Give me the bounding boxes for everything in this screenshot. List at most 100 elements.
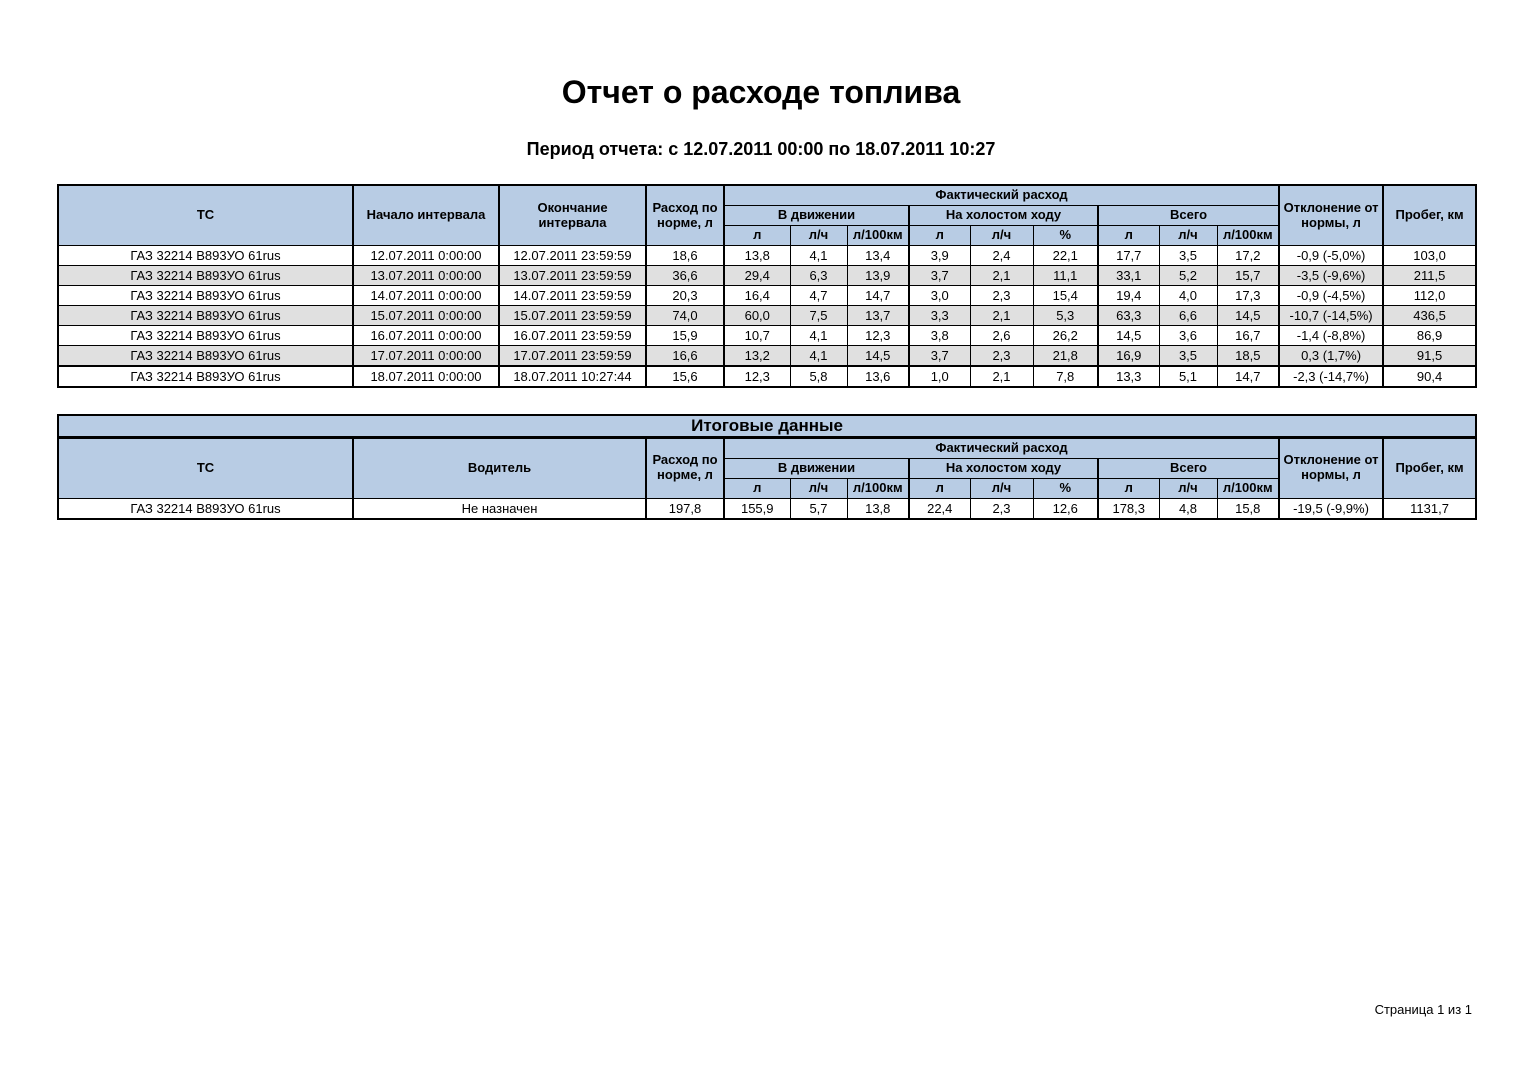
cell: 7,8 — [1032, 365, 1099, 388]
cell: 2,3 — [969, 497, 1034, 520]
table-row: ГАЗ 32214 В893УО 61rus 18.07.2011 0:00:00… — [57, 365, 1477, 388]
cell: -2,3 (-14,7%) — [1278, 365, 1384, 388]
cell: 0,3 (1,7%) — [1278, 345, 1384, 367]
cell: 2,6 — [969, 325, 1034, 346]
cell: 3,7 — [908, 265, 971, 286]
cell: 12.07.2011 23:59:59 — [498, 245, 647, 266]
cell: 2,4 — [969, 245, 1034, 266]
cell: 5,3 — [1032, 305, 1099, 326]
cell: 13.07.2011 23:59:59 — [498, 265, 647, 286]
cell: 33,1 — [1097, 265, 1160, 286]
cell: 13,8 — [723, 245, 791, 266]
cell: 5,7 — [789, 497, 848, 520]
cell: 13,4 — [846, 245, 910, 266]
cell: 20,3 — [645, 285, 725, 306]
cell: 7,5 — [789, 305, 848, 326]
header-row-units: л л/ч л/100км л л/ч % л л/ч л/100км — [58, 225, 1476, 246]
cell: 16,9 — [1097, 345, 1160, 367]
cell: 3,5 — [1158, 245, 1218, 266]
cell: 17.07.2011 23:59:59 — [498, 345, 647, 367]
col-header-total-l100km: л/100км — [1216, 477, 1280, 499]
summary-title: Итоговые данные — [57, 414, 1477, 439]
cell: 197,8 — [645, 497, 725, 520]
cell: 3,7 — [908, 345, 971, 367]
cell: 4,7 — [789, 285, 848, 306]
cell: 2,1 — [969, 305, 1034, 326]
cell: 12,6 — [1032, 497, 1099, 520]
col-header-interval-start: Начало интервала — [352, 184, 500, 246]
header-row-groups: ТС Начало интервала Окончание интервала … — [57, 184, 1477, 246]
cell: 86,9 — [1382, 325, 1477, 346]
col-header-norm-consumption: Расход по норме, л — [645, 436, 725, 499]
col-header-idle-l: л — [908, 477, 971, 499]
summary-table: Итоговые данные ТС Водитель Расход по но… — [57, 414, 1478, 520]
cell: 18.07.2011 10:27:44 — [498, 365, 647, 388]
col-header-moving-l100km: л/100км — [846, 477, 910, 499]
cell: 3,6 — [1158, 325, 1218, 346]
table-row: ГАЗ 32214 В893УО 61rus 15.07.2011 0:00:00… — [57, 305, 1477, 326]
col-header-total-lh: л/ч — [1158, 225, 1218, 246]
cell: 178,3 — [1097, 497, 1160, 520]
col-header-mileage: Пробег, км — [1381, 436, 1477, 499]
cell: 13,8 — [846, 497, 910, 520]
col-header-idle: На холостом ходу — [908, 205, 1099, 226]
cell: 74,0 — [645, 305, 725, 326]
cell: ГАЗ 32214 В893УО 61rus — [57, 245, 354, 266]
cell: 16,4 — [723, 285, 791, 306]
table-row: ГАЗ 32214 В893УО 61rus 16.07.2011 0:00:00… — [57, 325, 1477, 346]
cell: 2,1 — [969, 265, 1034, 286]
cell: 91,5 — [1382, 345, 1477, 367]
cell: -1,4 (-8,8%) — [1278, 325, 1384, 346]
cell: 12,3 — [846, 325, 910, 346]
cell: ГАЗ 32214 В893УО 61rus — [57, 265, 354, 286]
cell: 13,2 — [723, 345, 791, 367]
main-table: ТС Начало интервала Окончание интервала … — [57, 184, 1478, 388]
cell: 4,1 — [789, 325, 848, 346]
cell: -10,7 (-14,5%) — [1278, 305, 1384, 326]
cell: 13,6 — [846, 365, 910, 388]
cell: 36,6 — [645, 265, 725, 286]
col-header-idle-pct: % — [1032, 225, 1099, 246]
cell: 4,1 — [789, 345, 848, 367]
cell: 5,1 — [1158, 365, 1218, 388]
cell: 155,9 — [723, 497, 791, 520]
cell: -0,9 (-4,5%) — [1278, 285, 1384, 306]
cell: 4,1 — [789, 245, 848, 266]
cell: ГАЗ 32214 В893УО 61rus — [57, 345, 354, 367]
cell: 63,3 — [1097, 305, 1160, 326]
cell: 16.07.2011 23:59:59 — [498, 325, 647, 346]
col-header-idle-pct: % — [1032, 477, 1099, 499]
cell: 16.07.2011 0:00:00 — [352, 325, 500, 346]
cell: 13,9 — [846, 265, 910, 286]
cell: 3,8 — [908, 325, 971, 346]
cell: 4,0 — [1158, 285, 1218, 306]
cell: 13,3 — [1097, 365, 1160, 388]
col-header-total: Всего — [1097, 457, 1280, 479]
cell: -3,5 (-9,6%) — [1278, 265, 1384, 286]
cell: 18,6 — [645, 245, 725, 266]
col-header-idle-lh: л/ч — [969, 477, 1034, 499]
cell: 60,0 — [723, 305, 791, 326]
col-header-total-l: л — [1097, 477, 1160, 499]
cell: 14,5 — [846, 345, 910, 367]
cell: 2,1 — [969, 365, 1034, 388]
col-header-moving: В движении — [723, 205, 910, 226]
cell: 14.07.2011 23:59:59 — [498, 285, 647, 306]
col-header-actual-consumption: Фактический расход — [723, 436, 1280, 459]
cell: 18.07.2011 0:00:00 — [352, 365, 500, 388]
col-header-mileage: Пробег, км — [1382, 184, 1477, 246]
cell: 15.07.2011 23:59:59 — [498, 305, 647, 326]
summary-table-body: ГАЗ 32214 В893УО 61rus Не назначен 197,8 15… — [57, 497, 1477, 520]
col-header-idle: На холостом ходу — [908, 457, 1099, 479]
cell: 14,7 — [846, 285, 910, 306]
cell: 13,7 — [846, 305, 910, 326]
col-header-deviation: Отклонение от нормы, л — [1278, 184, 1384, 246]
cell: 14,5 — [1216, 305, 1280, 326]
cell: 22,1 — [1032, 245, 1099, 266]
col-header-deviation: Отклонение от нормы, л — [1278, 436, 1384, 499]
cell: 15,8 — [1216, 497, 1280, 520]
col-header-norm-consumption: Расход по норме, л — [645, 184, 725, 246]
header-row-groups: ТС Водитель Расход по норме, л Фактическ… — [57, 436, 1477, 499]
col-header-idle-l: л — [908, 225, 971, 246]
cell: 11,1 — [1032, 265, 1099, 286]
